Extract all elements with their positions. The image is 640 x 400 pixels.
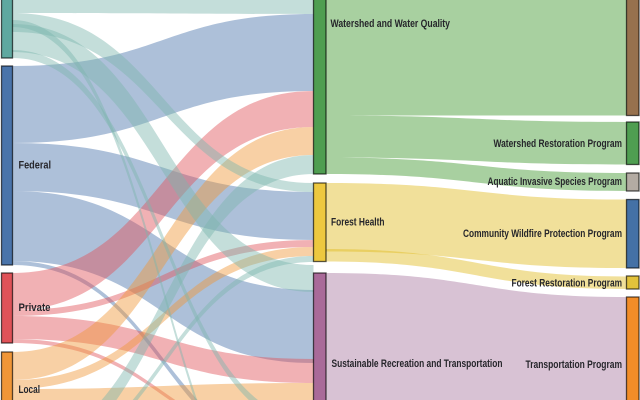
svg-text:Community Wildfire Protection: Community Wildfire Protection Program: [463, 228, 622, 240]
svg-text:Sustainable Recreation and Tra: Sustainable Recreation and Transportatio…: [332, 358, 503, 370]
svg-text:Forest Health: Forest Health: [331, 216, 385, 228]
svg-text:Aquatic Invasive Species Progr: Aquatic Invasive Species Program: [488, 176, 623, 188]
svg-text:Watershed and Water Quality: Watershed and Water Quality: [331, 18, 451, 30]
svg-text:Transportation Program: Transportation Program: [526, 359, 623, 371]
svg-text:Private: Private: [19, 302, 51, 314]
svg-text:Watershed Restoration Program: Watershed Restoration Program: [494, 138, 623, 150]
svg-text:Local: Local: [19, 384, 41, 396]
svg-text:Forest Restoration Program: Forest Restoration Program: [512, 277, 623, 289]
svg-text:Federal: Federal: [19, 160, 52, 172]
